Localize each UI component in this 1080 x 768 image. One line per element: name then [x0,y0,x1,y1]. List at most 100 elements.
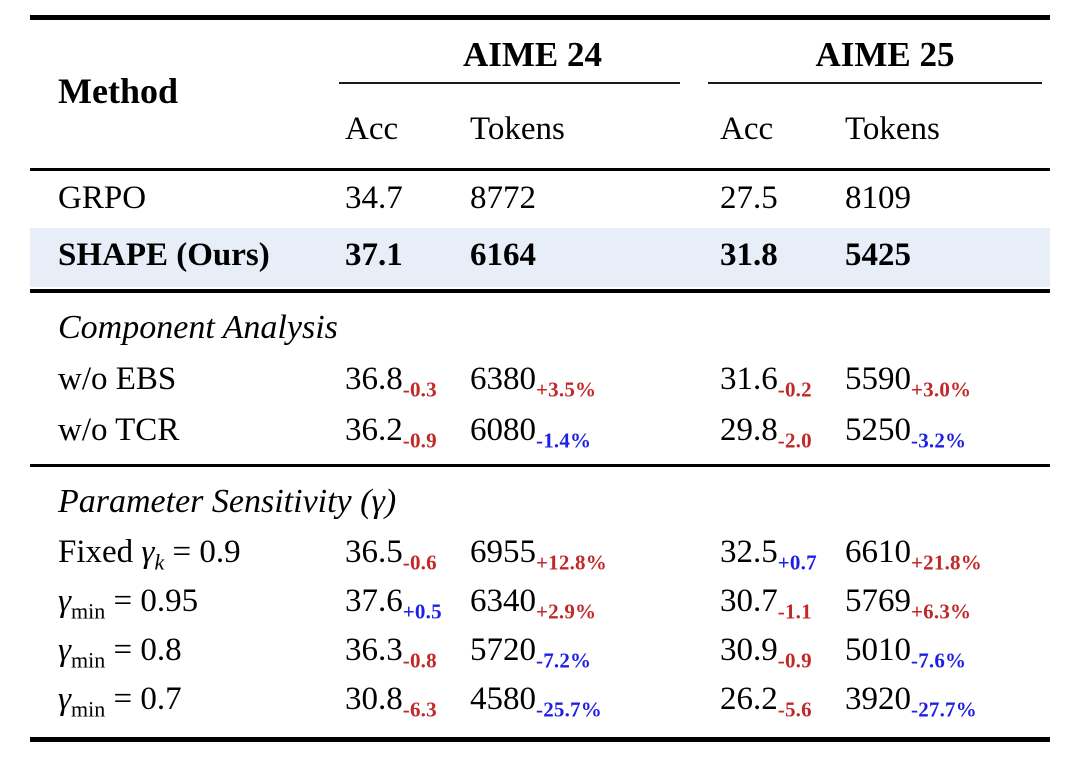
tokens-cell: 6380+3.5% [470,354,720,404]
col-header-aime24-acc: Acc [345,110,399,147]
table-header: Method AIME 24 Acc Tokens AIME 25 Acc To… [30,20,1050,168]
label-text: w/o TCR [58,412,180,448]
mid-section-rule [30,464,1050,467]
label-text: γ [141,534,155,570]
metric-value: 29.8 [720,412,778,448]
tokens-cell: 6080-1.4% [470,405,720,455]
delta-badge: -1.4% [536,428,592,453]
label-text: w/o EBS [58,361,177,397]
tokens-cell: 3920-27.7% [845,675,1050,723]
tokens-cell: 6340+2.9% [470,577,720,625]
delta-badge: +21.8% [911,550,982,575]
tokens-cell: 5010-7.6% [845,626,1050,674]
delta-badge: +0.7 [777,550,817,575]
delta-badge: -7.6% [911,648,967,673]
tokens-cell: 5425 [845,228,1050,283]
metric-value: 4580 [470,681,536,717]
label-text: γ [58,681,72,717]
aime25-cmidrule [708,82,1042,84]
baseline-section-rule [30,289,1050,293]
delta-badge: -1.1 [777,599,812,624]
acc-cell: 30.8-6.3 [345,675,470,723]
table-row: w/o TCR 36.2-0.9 6080-1.4% 29.8-2.0 5250-3.2… [30,405,1050,456]
metric-value: 8109 [845,180,911,216]
method-label: w/o EBS [58,354,345,404]
section-rows: w/o EBS 36.8-0.3 6380+3.5% 31.6-0.2 5590+3.0… [30,354,1050,456]
tokens-cell: 6164 [470,228,720,283]
tokens-cell: 6955+12.8% [470,528,720,576]
label-text: Fixed [58,534,142,570]
label-text: = 0.95 [105,583,199,619]
acc-cell: 36.3-0.8 [345,626,470,674]
metric-value: 5720 [470,632,536,668]
metric-value: 31.6 [720,361,778,397]
metric-value: 5250 [845,412,911,448]
delta-badge: +0.5 [402,599,442,624]
label-text: γ [58,632,72,668]
delta-badge: +2.9% [536,599,597,624]
math-subscript: min [71,598,106,624]
metric-value: 6380 [470,361,536,397]
acc-cell: 26.2-5.6 [720,675,845,723]
section-component-analysis: Component Analysis w/o EBS 36.8-0.3 6380+3… [30,293,1050,464]
section-title: Component Analysis [58,309,338,346]
method-label: γmin = 0.8 [58,626,345,674]
tokens-cell: 4580-25.7% [470,675,720,723]
acc-cell: 36.5-0.6 [345,528,470,576]
col-header-aime25-acc: Acc [720,110,774,147]
label-text: = 0.7 [105,681,182,717]
aime24-cmidrule [339,82,680,84]
label-text: GRPO [58,180,147,216]
table-row: w/o EBS 36.8-0.3 6380+3.5% 31.6-0.2 5590+3.0… [30,354,1050,405]
group-aime25: AIME 25 Acc Tokens [708,20,1050,168]
label-text: SHAPE (Ours) [58,237,270,273]
delta-badge: -0.6 [402,550,437,575]
delta-badge: -6.3 [402,697,437,722]
delta-badge: +3.5% [536,377,597,402]
metric-value: 26.2 [720,681,778,717]
metric-value: 5769 [845,583,911,619]
metric-value: 32.5 [720,534,778,570]
table-row: Fixed γk = 0.9 36.5-0.6 6955+12.8% 32.5+0.7… [30,528,1050,577]
group-aime24-label: AIME 24 [462,35,603,74]
delta-badge: -3.2% [911,428,967,453]
metric-value: 5590 [845,361,911,397]
metric-value: 30.8 [345,681,403,717]
method-label: w/o TCR [58,405,345,455]
method-column-header: Method [58,71,178,111]
delta-badge: -0.8 [402,648,437,673]
acc-cell: 31.6-0.2 [720,354,845,404]
math-subscript: k [154,549,165,575]
bottom-rule [30,737,1050,742]
acc-cell: 34.7 [345,171,470,226]
table-row: GRPO 34.7 8772 27.5 8109 [30,171,1050,228]
tokens-cell: 8109 [845,171,1050,226]
table-row: γmin = 0.7 30.8-6.3 4580-25.7% 26.2-5.6 3920… [30,675,1050,724]
metric-value: 27.5 [720,180,778,216]
metric-value: 34.7 [345,180,403,216]
metric-value: 6164 [470,237,536,273]
metric-value: 6610 [845,534,911,570]
label-text: γ [58,583,72,619]
delta-badge: +12.8% [536,550,607,575]
tokens-cell: 6610+21.8% [845,528,1050,576]
table-row: SHAPE (Ours) 37.1 6164 31.8 5425 [30,228,1050,287]
delta-badge: -0.9 [402,428,437,453]
section-parameter-sensitivity: Parameter Sensitivity (γ) Fixed γk = 0.9… [30,467,1050,737]
metric-value: 6340 [470,583,536,619]
metric-value: 37.1 [345,237,403,273]
method-label: GRPO [58,171,345,226]
delta-badge: -0.3 [402,377,437,402]
delta-badge: -27.7% [911,697,977,722]
header-rule [30,168,1050,171]
metric-value: 36.5 [345,534,403,570]
metric-value: 36.2 [345,412,403,448]
delta-badge: -7.2% [536,648,592,673]
section-title: Parameter Sensitivity (γ) [58,483,397,520]
acc-cell: 29.8-2.0 [720,405,845,455]
metric-value: 8772 [470,180,536,216]
math-subscript: min [71,647,106,673]
baseline-rows: GRPO 34.7 8772 27.5 8109 SHAPE (Ours) 37.1 6164… [30,171,1050,287]
metric-value: 30.9 [720,632,778,668]
